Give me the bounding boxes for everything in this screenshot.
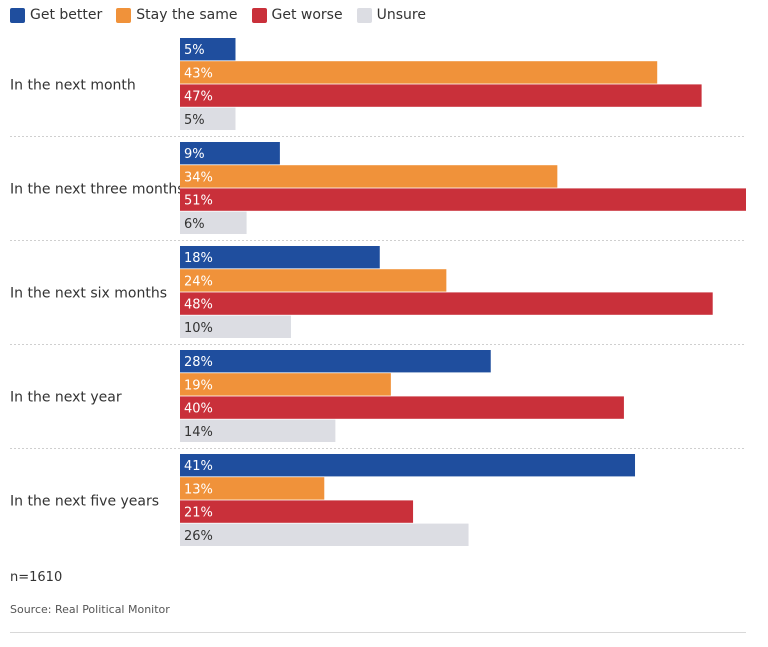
category-label: In the next three months: [10, 181, 185, 197]
bar-value-label: 9%: [184, 147, 205, 162]
legend-item[interactable]: Stay the same: [116, 7, 238, 23]
bar: [180, 107, 236, 130]
category-label: In the next six months: [10, 285, 167, 301]
legend-item[interactable]: Unsure: [356, 7, 426, 23]
legend-item[interactable]: Get better: [10, 7, 102, 23]
bar: [180, 84, 702, 107]
bar-value-label: 24%: [184, 274, 213, 289]
bar: [180, 188, 746, 211]
footer-divider: [10, 632, 746, 633]
bar-value-label: 21%: [184, 506, 213, 521]
legend-label: Unsure: [376, 7, 426, 23]
bar-value-label: 40%: [184, 402, 213, 417]
bar-value-label: 19%: [184, 378, 213, 393]
bar: [180, 350, 491, 373]
bar-value-label: 43%: [184, 66, 213, 81]
bar: [180, 419, 336, 442]
bar-value-label: 34%: [184, 170, 213, 185]
legend-item[interactable]: Get worse: [251, 7, 343, 23]
bar-value-label: 48%: [184, 298, 213, 313]
legend-label: Get worse: [271, 7, 343, 23]
bar: [180, 373, 391, 396]
bar-value-label: 13%: [184, 482, 213, 497]
bar-value-label: 6%: [184, 217, 205, 232]
bar: [180, 61, 658, 84]
bar-value-label: 5%: [184, 43, 205, 58]
bar-value-label: 5%: [184, 113, 205, 128]
category-label: In the next month: [10, 77, 136, 93]
bar: [180, 211, 247, 234]
legend-label: Get better: [30, 7, 103, 23]
legend-label: Stay the same: [136, 7, 238, 23]
bar: [180, 396, 624, 419]
bar: [180, 38, 236, 61]
sample-size-note: n=1610: [10, 570, 63, 585]
legend-swatch: [251, 7, 267, 23]
bar-value-label: 26%: [184, 529, 213, 544]
category-label: In the next year: [10, 389, 122, 405]
bar-chart: In the next month 5% 43% 47% 5% In the next t…: [10, 38, 746, 546]
bar-value-label: 51%: [184, 194, 213, 209]
bar: [180, 165, 558, 188]
bar: [180, 454, 636, 477]
bar-value-label: 10%: [184, 321, 213, 336]
bar-value-label: 41%: [184, 459, 213, 474]
bar-value-label: 28%: [184, 355, 213, 370]
bar: [180, 246, 380, 269]
legend-swatch: [10, 7, 25, 23]
bar: [180, 292, 713, 315]
legend-swatch: [356, 7, 372, 23]
bar-value-label: 14%: [184, 425, 213, 440]
bar-value-label: 18%: [184, 251, 213, 266]
bar: [180, 269, 447, 292]
bar: [180, 477, 325, 500]
bar-value-label: 47%: [184, 90, 213, 105]
legend-swatch: [116, 7, 132, 23]
source-note: Source: Real Political Monitor: [10, 603, 170, 616]
bar: [180, 142, 280, 165]
legend: Get better Stay the same Get worse Unsure: [10, 5, 440, 25]
bar: [180, 523, 469, 546]
bar: [180, 315, 291, 338]
category-label: In the next five years: [10, 493, 159, 509]
bar: [180, 500, 414, 523]
